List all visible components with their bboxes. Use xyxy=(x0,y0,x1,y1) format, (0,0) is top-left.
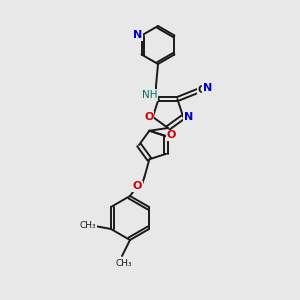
Text: CH₃: CH₃ xyxy=(80,220,96,230)
Text: N: N xyxy=(203,83,212,93)
Text: N: N xyxy=(184,112,193,122)
Text: C: C xyxy=(198,85,205,95)
Text: CH₃: CH₃ xyxy=(116,260,132,268)
Text: O: O xyxy=(144,112,154,122)
Text: O: O xyxy=(167,130,176,140)
Text: NH: NH xyxy=(142,90,158,100)
Text: N: N xyxy=(133,31,142,40)
Text: O: O xyxy=(133,181,142,191)
